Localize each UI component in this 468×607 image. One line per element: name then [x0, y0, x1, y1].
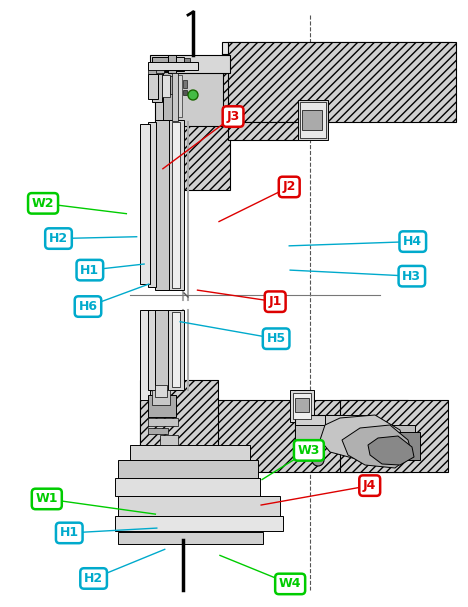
- Bar: [155, 385, 167, 397]
- Text: J2: J2: [283, 180, 296, 194]
- Bar: [295, 415, 343, 443]
- Circle shape: [312, 454, 324, 466]
- Text: J3: J3: [227, 110, 240, 123]
- Bar: [156, 70, 164, 73]
- Bar: [302, 110, 322, 130]
- Bar: [293, 393, 311, 419]
- Bar: [148, 74, 158, 99]
- Circle shape: [188, 90, 198, 100]
- Text: H2: H2: [49, 232, 68, 245]
- Text: W2: W2: [32, 197, 54, 210]
- Bar: [290, 390, 314, 422]
- Bar: [155, 120, 169, 290]
- Bar: [228, 122, 308, 140]
- Polygon shape: [342, 425, 412, 468]
- Bar: [118, 496, 280, 516]
- Bar: [148, 70, 162, 74]
- Bar: [140, 380, 218, 472]
- Bar: [150, 55, 230, 73]
- Bar: [148, 418, 178, 426]
- Bar: [170, 76, 176, 94]
- Polygon shape: [158, 68, 222, 120]
- Bar: [162, 75, 170, 97]
- Bar: [140, 400, 408, 472]
- Bar: [222, 42, 452, 54]
- Text: W3: W3: [298, 444, 320, 457]
- Polygon shape: [320, 415, 405, 462]
- Text: J4: J4: [363, 479, 376, 492]
- Bar: [168, 55, 176, 73]
- Bar: [148, 395, 176, 417]
- Bar: [148, 428, 168, 434]
- Bar: [295, 425, 325, 443]
- Bar: [163, 72, 175, 124]
- Bar: [385, 425, 415, 455]
- Bar: [176, 57, 184, 71]
- Bar: [172, 312, 180, 387]
- Bar: [118, 460, 258, 480]
- Bar: [365, 428, 405, 453]
- Bar: [155, 310, 169, 390]
- Bar: [325, 415, 370, 440]
- Text: W4: W4: [279, 577, 301, 591]
- Polygon shape: [368, 436, 414, 465]
- Bar: [168, 310, 184, 390]
- Bar: [118, 532, 263, 544]
- Bar: [228, 42, 456, 122]
- Bar: [140, 310, 150, 400]
- Bar: [222, 52, 452, 114]
- Bar: [115, 478, 260, 496]
- Text: W1: W1: [36, 492, 58, 506]
- Bar: [295, 398, 309, 412]
- Text: J1: J1: [269, 295, 282, 308]
- Bar: [115, 516, 283, 531]
- Text: H1: H1: [60, 526, 79, 540]
- Bar: [172, 122, 180, 288]
- Bar: [398, 432, 420, 460]
- Text: H6: H6: [79, 300, 97, 313]
- Bar: [152, 390, 170, 405]
- Bar: [130, 445, 250, 473]
- Bar: [152, 74, 162, 102]
- Text: H1: H1: [80, 263, 99, 277]
- Bar: [345, 420, 380, 440]
- Bar: [300, 102, 326, 138]
- Bar: [148, 310, 156, 390]
- Bar: [340, 400, 448, 472]
- Bar: [172, 73, 178, 121]
- Bar: [140, 124, 150, 284]
- Bar: [155, 68, 223, 126]
- Text: H5: H5: [267, 332, 285, 345]
- Bar: [160, 435, 178, 445]
- Bar: [148, 122, 156, 287]
- Bar: [184, 58, 190, 68]
- Text: H2: H2: [84, 572, 103, 585]
- Text: H3: H3: [402, 270, 421, 283]
- Bar: [183, 90, 187, 95]
- Bar: [152, 57, 168, 71]
- Bar: [178, 75, 182, 117]
- Bar: [148, 62, 198, 70]
- Bar: [158, 68, 230, 190]
- Text: H4: H4: [403, 235, 422, 248]
- Bar: [168, 120, 184, 290]
- Bar: [298, 100, 328, 140]
- Bar: [183, 80, 187, 88]
